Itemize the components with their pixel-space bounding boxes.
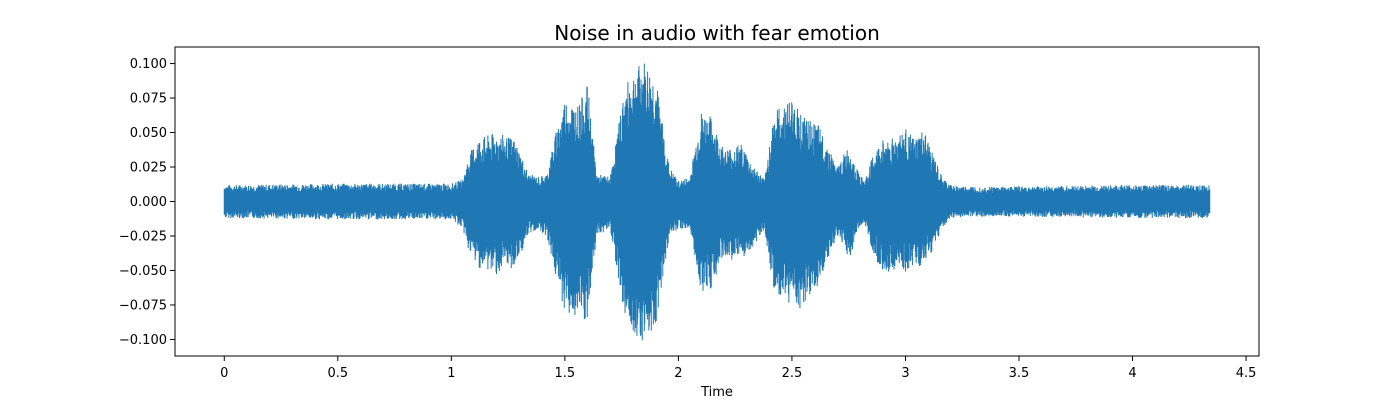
x-axis-label: Time [700,385,733,400]
y-tick-label: 0.100 [130,57,167,72]
x-tick-label: 4.5 [1236,366,1257,381]
x-tick-label: 0.5 [327,366,348,381]
waveform-series [223,63,1211,341]
y-tick-label: −0.050 [119,264,167,279]
x-tick-label: 1 [447,366,455,381]
x-tick-label: 2 [674,366,682,381]
y-tick-label: 0.075 [130,92,167,107]
plot-area [174,46,1260,357]
x-tick-label: 3.5 [1009,366,1030,381]
x-tick-label: 4 [1128,366,1136,381]
y-tick-label: −0.025 [119,229,167,244]
waveform-line [223,63,1211,341]
y-tick-label: −0.075 [119,298,167,313]
chart-title: Noise in audio with fear emotion [554,21,880,45]
x-tick-label: 2.5 [782,366,803,381]
y-tick-label: 0.050 [130,126,167,141]
x-tick-label: 1.5 [555,366,576,381]
x-tick-label: 0 [220,366,228,381]
y-axis: 0.100 0.075 0.050 0.025 0.000 −0.025 −0.050 −0.… [119,57,175,348]
y-tick-label: 0.000 [130,195,167,210]
y-tick-label: −0.100 [119,333,167,348]
y-tick-label: 0.025 [130,161,167,176]
x-axis: 0 0.5 1 1.5 2 2.5 3 3.5 4 4.5 [220,356,1256,381]
x-tick-label: 3 [901,366,909,381]
